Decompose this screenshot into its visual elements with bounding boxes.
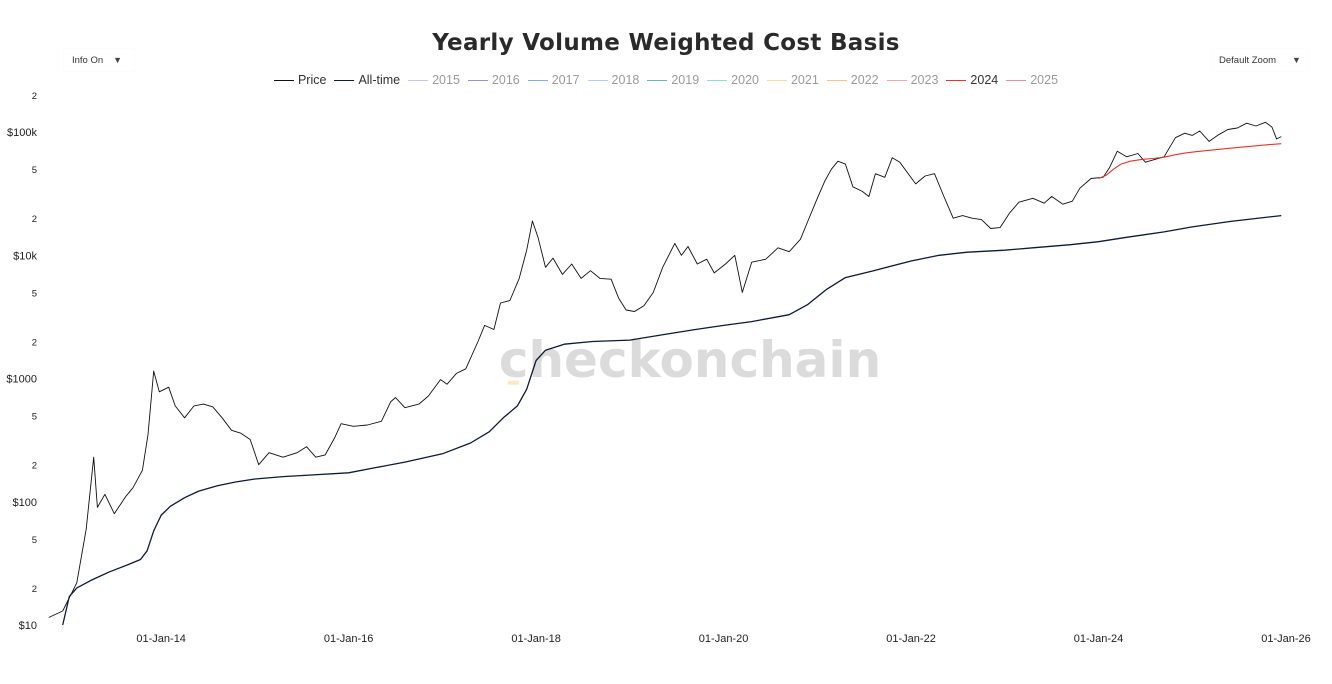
legend-label: 2016 [491, 73, 520, 87]
series-line-all-time [62, 214, 1282, 626]
legend-item-2018[interactable]: 2018 [587, 73, 640, 87]
legend-item-2016[interactable]: 2016 [467, 73, 520, 87]
x-tick-label: 01-Jan-26 [1261, 633, 1311, 645]
legend-item-2015[interactable]: 2015 [408, 73, 460, 87]
legend-item-2025[interactable]: 2025 [1006, 73, 1058, 87]
legend-swatch [467, 79, 488, 81]
chevron-down-icon: ▼ [113, 55, 123, 65]
legend-label: 2024 [970, 73, 999, 87]
y-minor-tick-label: 2 [32, 214, 37, 225]
legend-swatch [946, 79, 967, 81]
y-tick-label: $10 [19, 620, 37, 632]
legend-label: 2017 [551, 73, 580, 87]
legend-label: All-time [358, 73, 401, 87]
chart-legend: Price All-time 2015 2016 2017 2018 2019 2020 202… [0, 73, 1332, 87]
legend-label: 2018 [611, 73, 640, 87]
zoom-label: Default Zoom [1219, 54, 1277, 66]
legend-swatch [826, 79, 847, 81]
x-tick-label: 01-Jan-22 [886, 633, 936, 645]
x-tick-label: 01-Jan-18 [511, 633, 561, 645]
legend-swatch [647, 79, 668, 81]
chart-title: Yearly Volume Weighted Cost Basis [432, 30, 900, 56]
x-tick-label: 01-Jan-24 [1074, 633, 1124, 645]
zoom-dropdown[interactable]: Default Zoom ▼ [1212, 49, 1307, 71]
legend-swatch [766, 79, 787, 81]
watermark-text: checkonchain [499, 331, 881, 389]
legend-item-2019[interactable]: 2019 [647, 73, 699, 87]
series-line-price [48, 121, 1282, 618]
y-minor-tick-label: 2 [32, 337, 37, 348]
y-tick-label: $100 [13, 497, 37, 509]
legend-swatch [273, 79, 294, 81]
legend-item-2021[interactable]: 2021 [766, 73, 819, 87]
legend-swatch [1006, 79, 1027, 81]
y-minor-tick-label: 5 [32, 412, 37, 423]
legend-label: 2019 [671, 73, 700, 87]
info-toggle-dropdown[interactable]: Info On ▼ [64, 49, 134, 71]
legend-swatch [707, 79, 728, 81]
legend-item-2023[interactable]: 2023 [886, 73, 939, 87]
series-line-2024 [1098, 143, 1282, 180]
legend-swatch [587, 79, 608, 81]
legend-swatch [527, 79, 548, 81]
y-minor-tick-label: 2 [32, 584, 37, 595]
legend-item-price[interactable]: Price [273, 73, 327, 87]
legend-label: 2023 [910, 73, 939, 87]
legend-swatch [334, 79, 355, 81]
legend-label: 2022 [850, 73, 879, 87]
x-tick-label: 01-Jan-14 [136, 633, 186, 645]
y-minor-tick-label: 2 [32, 461, 37, 472]
legend-item-2022[interactable]: 2022 [826, 73, 879, 87]
legend-label: Price [297, 73, 327, 87]
y-tick-label: $10k [13, 250, 37, 262]
legend-label: 2021 [790, 73, 819, 87]
legend-item-2020[interactable]: 2020 [707, 73, 759, 87]
legend-item-2017[interactable]: 2017 [527, 73, 580, 87]
legend-label: 2020 [731, 73, 759, 87]
legend-swatch [408, 79, 429, 81]
y-minor-tick-label: 5 [32, 288, 37, 299]
y-minor-tick-label: 5 [32, 535, 37, 546]
legend-item-all-time[interactable]: All-time [334, 73, 400, 87]
legend-label: 2015 [432, 73, 460, 87]
y-tick-label: $1000 [6, 374, 37, 386]
legend-label: 2025 [1030, 73, 1059, 87]
chevron-down-icon: ▼ [1292, 55, 1301, 65]
y-minor-tick-label: 5 [32, 165, 37, 176]
y-tick-label: $100k [7, 127, 37, 139]
x-tick-label: 01-Jan-20 [699, 633, 749, 645]
info-toggle-label: Info On [72, 54, 104, 66]
legend-swatch [886, 79, 907, 81]
legend-item-2024[interactable]: 2024 [946, 73, 998, 87]
x-tick-label: 01-Jan-16 [324, 633, 374, 645]
y-minor-tick-label: 2 [32, 91, 37, 102]
